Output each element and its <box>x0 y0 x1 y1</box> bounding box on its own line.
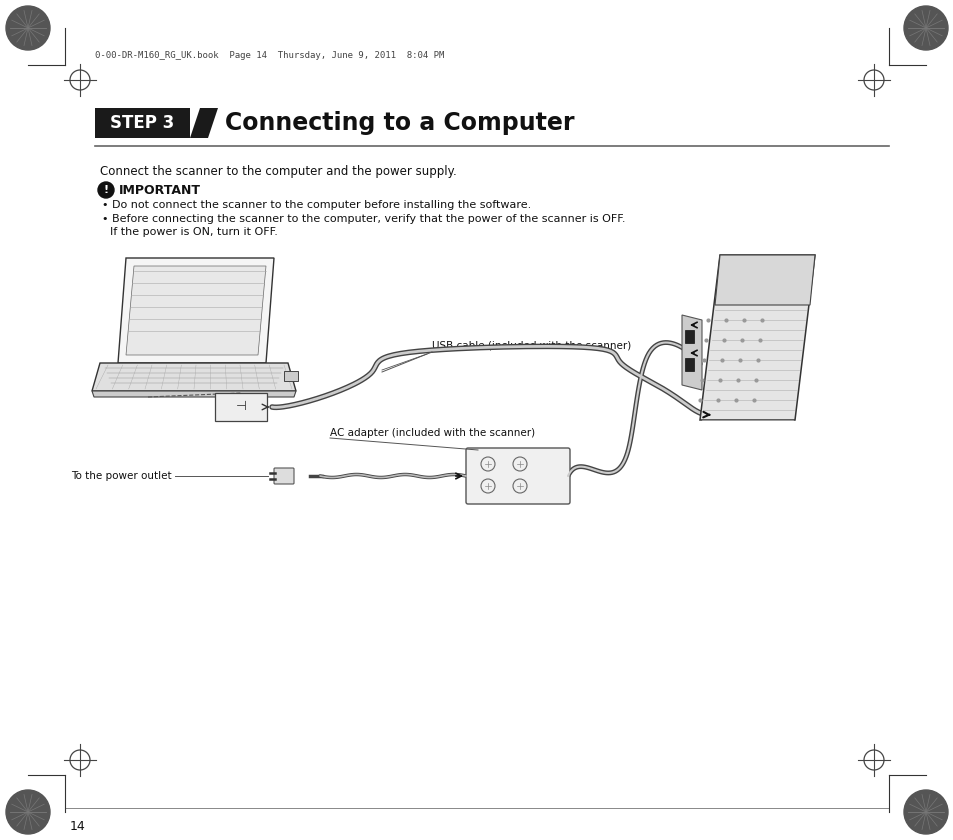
Polygon shape <box>700 255 814 420</box>
Circle shape <box>6 6 50 50</box>
Polygon shape <box>714 255 814 305</box>
Text: 14: 14 <box>70 820 86 833</box>
FancyBboxPatch shape <box>684 330 693 343</box>
Polygon shape <box>681 315 701 390</box>
Polygon shape <box>190 108 218 138</box>
Circle shape <box>6 790 50 834</box>
Text: ⊣: ⊣ <box>235 401 246 413</box>
FancyBboxPatch shape <box>684 358 693 371</box>
Text: If the power is ON, turn it OFF.: If the power is ON, turn it OFF. <box>110 227 277 237</box>
Text: AC adapter (included with the scanner): AC adapter (included with the scanner) <box>330 428 535 438</box>
Text: !: ! <box>103 185 109 195</box>
FancyBboxPatch shape <box>465 448 569 504</box>
FancyBboxPatch shape <box>284 371 297 381</box>
Circle shape <box>903 790 947 834</box>
Text: Connecting to a Computer: Connecting to a Computer <box>225 111 574 135</box>
FancyBboxPatch shape <box>95 108 190 138</box>
Polygon shape <box>118 258 274 363</box>
Text: • Do not connect the scanner to the computer before installing the software.: • Do not connect the scanner to the comp… <box>102 200 531 210</box>
Polygon shape <box>91 363 295 391</box>
Polygon shape <box>91 391 295 397</box>
Text: IMPORTANT: IMPORTANT <box>119 183 201 197</box>
Polygon shape <box>126 266 266 355</box>
Text: • Before connecting the scanner to the computer, verify that the power of the sc: • Before connecting the scanner to the c… <box>102 214 625 224</box>
FancyBboxPatch shape <box>274 468 294 484</box>
Text: STEP 3: STEP 3 <box>111 114 174 132</box>
Circle shape <box>903 6 947 50</box>
Text: Connect the scanner to the computer and the power supply.: Connect the scanner to the computer and … <box>100 165 456 178</box>
FancyBboxPatch shape <box>214 393 267 421</box>
Circle shape <box>98 182 113 198</box>
Text: 0-00-DR-M160_RG_UK.book  Page 14  Thursday, June 9, 2011  8:04 PM: 0-00-DR-M160_RG_UK.book Page 14 Thursday… <box>95 50 444 60</box>
Text: USB cable (included with the scanner): USB cable (included with the scanner) <box>432 340 631 350</box>
Text: To the power outlet: To the power outlet <box>71 471 172 481</box>
